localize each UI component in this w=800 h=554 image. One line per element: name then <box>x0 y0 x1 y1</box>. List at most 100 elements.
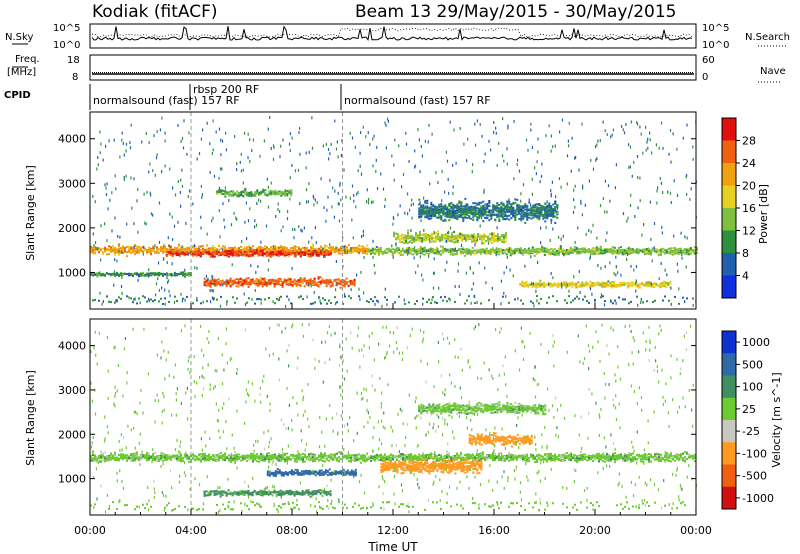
cell <box>358 250 360 253</box>
cell <box>459 235 461 238</box>
cell <box>423 238 425 241</box>
cell <box>310 249 312 252</box>
cell <box>526 208 529 211</box>
cell <box>427 248 430 251</box>
cell <box>343 280 346 283</box>
cell <box>539 282 542 284</box>
cell <box>436 206 439 209</box>
cell <box>212 148 214 152</box>
cell <box>693 252 696 255</box>
cell <box>444 190 446 194</box>
cell <box>134 272 136 275</box>
cell <box>321 249 324 252</box>
cell <box>499 250 502 253</box>
cell <box>185 253 188 256</box>
cell <box>422 208 425 211</box>
cell <box>432 205 435 208</box>
cell <box>543 249 546 252</box>
cell <box>241 253 243 257</box>
cell <box>653 281 656 284</box>
cell <box>533 249 536 252</box>
cell <box>395 250 398 253</box>
cell <box>519 247 522 250</box>
cell <box>464 215 467 218</box>
cell <box>571 281 574 284</box>
cpid-segment-2: normalsound (fast) 157 RF <box>344 94 491 107</box>
cell <box>133 222 135 226</box>
cell <box>351 281 354 284</box>
cell <box>568 121 570 125</box>
power-data-layer <box>90 112 698 309</box>
cell <box>274 190 277 193</box>
cell <box>411 238 413 241</box>
cell <box>495 240 497 243</box>
cell <box>336 247 338 249</box>
cell <box>437 230 439 233</box>
cell <box>221 282 224 285</box>
cell <box>317 277 320 280</box>
cell <box>270 249 272 252</box>
cell <box>427 253 430 255</box>
cell <box>536 217 539 220</box>
cell <box>494 206 497 209</box>
cell <box>154 272 156 275</box>
cell <box>501 240 503 243</box>
cell <box>675 249 678 251</box>
cell <box>397 235 399 238</box>
cell <box>472 207 475 209</box>
cell <box>553 253 556 256</box>
cell <box>234 249 236 252</box>
cell <box>106 272 108 274</box>
cell <box>247 286 250 288</box>
cell <box>631 248 634 251</box>
cell <box>208 247 210 250</box>
cell <box>305 283 308 286</box>
cell <box>522 214 525 216</box>
cell <box>557 286 560 288</box>
cell <box>466 209 469 212</box>
cell <box>480 213 483 216</box>
cell <box>105 144 107 148</box>
cell <box>362 247 364 250</box>
cell <box>471 236 473 239</box>
cell <box>290 192 293 195</box>
cell <box>403 298 405 302</box>
cell <box>263 277 266 280</box>
cell <box>94 246 96 249</box>
cell <box>470 205 473 208</box>
cell <box>587 248 590 251</box>
cell <box>371 250 374 253</box>
cell <box>294 246 296 249</box>
cell <box>138 251 140 254</box>
cell <box>459 233 461 236</box>
cell <box>110 249 112 252</box>
cell <box>249 280 252 283</box>
cell <box>307 255 310 258</box>
cell <box>132 246 134 249</box>
cell <box>422 204 425 207</box>
cell <box>464 210 467 213</box>
cell <box>661 247 664 250</box>
cell <box>239 251 242 254</box>
freq-frame <box>89 54 697 81</box>
cell <box>336 281 338 285</box>
cell <box>563 253 566 256</box>
cell <box>442 213 445 216</box>
cell <box>102 247 104 250</box>
cell <box>162 249 164 252</box>
cell <box>483 233 485 236</box>
cell <box>229 249 232 252</box>
cell <box>311 254 314 257</box>
cell <box>248 248 250 251</box>
cell <box>544 220 547 223</box>
cell <box>501 248 504 251</box>
cell <box>221 253 224 256</box>
cell <box>538 204 541 207</box>
cell <box>295 285 298 288</box>
cell <box>428 215 431 218</box>
cell <box>209 252 212 255</box>
cell <box>472 211 475 214</box>
cell <box>478 209 481 211</box>
cell <box>309 253 312 256</box>
cell <box>430 203 433 206</box>
